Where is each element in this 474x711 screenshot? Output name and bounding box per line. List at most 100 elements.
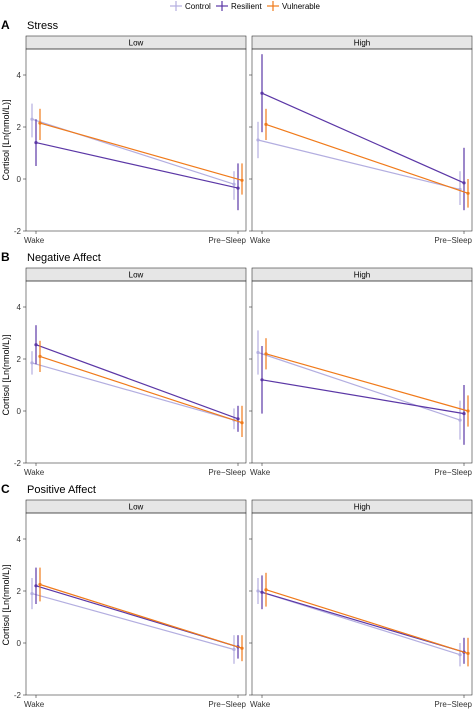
- plot-panel-border: [251, 280, 473, 464]
- y-tick-label: 4: [17, 303, 22, 312]
- data-point-vulnerable: [38, 121, 42, 125]
- panel-a: A Stress Cortisol [Ln(nmol/L)] Low High: [1, 18, 473, 232]
- panel-title: Positive Affect: [27, 484, 96, 496]
- facet-high: High: [251, 35, 473, 232]
- data-point-resilient: [462, 412, 466, 416]
- panel-letter: B: [1, 250, 10, 264]
- plot-panel-border: [25, 512, 247, 696]
- data-point-control: [458, 653, 462, 657]
- data-point-resilient: [236, 417, 240, 421]
- x-tick-label: Pre−Sleep: [434, 468, 472, 477]
- facet-strip-label: High: [354, 271, 370, 280]
- facet-high: High: [251, 499, 473, 696]
- facet-high: High: [251, 267, 473, 464]
- series-line-resilient: [35, 142, 239, 189]
- data-point-resilient: [260, 590, 264, 594]
- facet-low: Low: [25, 267, 247, 464]
- legend: Control Resilient Vulnerable: [170, 1, 321, 11]
- legend-label-control: Control: [185, 2, 211, 11]
- panel-title: Negative Affect: [27, 252, 101, 264]
- series-line-control: [257, 351, 461, 421]
- series-line-vulnerable: [39, 122, 243, 181]
- series-line-resilient: [35, 344, 239, 420]
- data-point-resilient: [34, 343, 38, 347]
- facet-strip-label: High: [354, 39, 370, 48]
- y-tick-label: 0: [17, 639, 22, 648]
- data-point-control: [232, 647, 236, 652]
- data-point-control: [30, 592, 34, 596]
- panel-letter: C: [1, 482, 10, 496]
- data-point-vulnerable: [264, 122, 268, 126]
- facet-strip-label: High: [354, 503, 370, 512]
- data-point-resilient: [236, 186, 240, 190]
- data-point-resilient: [260, 91, 264, 95]
- y-tick-label: 2: [17, 587, 22, 596]
- x-tick-label: Pre−Sleep: [434, 236, 472, 245]
- data-point-control: [232, 182, 236, 186]
- data-point-vulnerable: [240, 178, 244, 182]
- panel-b: B Negative Affect Cortisol [Ln(nmol/L)] …: [1, 250, 473, 464]
- x-tick-label: Wake: [24, 700, 45, 709]
- data-point-vulnerable: [38, 582, 42, 587]
- facet-low: Low: [25, 35, 247, 232]
- series-line-vulnerable: [265, 589, 469, 654]
- y-axis-label: Cortisol [Ln(nmol/L)]: [1, 334, 11, 415]
- data-point-vulnerable: [466, 191, 470, 195]
- legend-label-resilient: Resilient: [231, 2, 262, 11]
- plot-panel-border: [251, 48, 473, 232]
- data-point-vulnerable: [466, 409, 470, 413]
- data-point-control: [30, 117, 34, 121]
- x-tick-label: Wake: [250, 468, 271, 477]
- data-point-resilient: [260, 378, 264, 382]
- data-point-vulnerable: [264, 588, 268, 592]
- x-tick-label: Pre−Sleep: [208, 236, 246, 245]
- y-tick-label: -2: [14, 459, 22, 468]
- plot-panel-border: [25, 48, 247, 232]
- y-axis-label: Cortisol [Ln(nmol/L)]: [1, 564, 11, 645]
- series-line-resilient: [261, 92, 465, 184]
- panel-c: C Positive Affect Cortisol [Ln(nmol/L)] …: [1, 482, 473, 696]
- panel-letter: A: [1, 18, 10, 32]
- legend-label-vulnerable: Vulnerable: [282, 2, 321, 11]
- data-point-control: [30, 361, 34, 365]
- data-point-resilient: [462, 181, 466, 185]
- y-tick-label: 2: [17, 123, 22, 132]
- x-tick-label: Pre−Sleep: [434, 700, 472, 709]
- series-line-vulnerable: [39, 583, 243, 649]
- series-line-control: [257, 139, 461, 190]
- legend-item-control: Control: [170, 1, 211, 11]
- data-point-vulnerable: [264, 352, 268, 356]
- data-point-resilient: [34, 141, 38, 145]
- plot-panel-border: [251, 512, 473, 696]
- data-point-vulnerable: [240, 646, 244, 650]
- facet-strip-label: Low: [129, 503, 144, 512]
- x-tick-label: Wake: [24, 468, 45, 477]
- y-tick-label: 4: [17, 535, 22, 544]
- data-point-vulnerable: [38, 354, 42, 358]
- legend-item-resilient: Resilient: [216, 1, 262, 11]
- y-tick-label: -2: [14, 691, 22, 700]
- facet-low: Low: [25, 499, 247, 696]
- data-point-control: [458, 418, 462, 422]
- series-line-vulnerable: [265, 353, 469, 412]
- series-line-vulnerable: [39, 355, 243, 424]
- facet-strip-label: Low: [129, 271, 144, 280]
- x-tick-label: Wake: [24, 236, 45, 245]
- y-tick-label: 0: [17, 407, 22, 416]
- data-point-resilient: [34, 584, 38, 588]
- y-tick-label: 4: [17, 71, 22, 80]
- series-line-vulnerable: [265, 123, 469, 194]
- y-tick-label: 0: [17, 175, 22, 184]
- x-tick-label: Wake: [250, 700, 271, 709]
- x-tick-label: Wake: [250, 236, 271, 245]
- series-line-control: [31, 362, 235, 421]
- data-point-control: [256, 138, 260, 142]
- x-tick-label: Pre−Sleep: [208, 700, 246, 709]
- panel-title: Stress: [27, 20, 59, 32]
- series-line-resilient: [261, 379, 465, 415]
- chart-marks: -2 0 2 4 Wake Pre−Sleep Wake Pre−Sleep -2 0 2 4 Wake…: [14, 54, 473, 709]
- plot-panel-border: [25, 280, 247, 464]
- legend-item-vulnerable: Vulnerable: [267, 1, 321, 11]
- data-point-control: [256, 350, 260, 355]
